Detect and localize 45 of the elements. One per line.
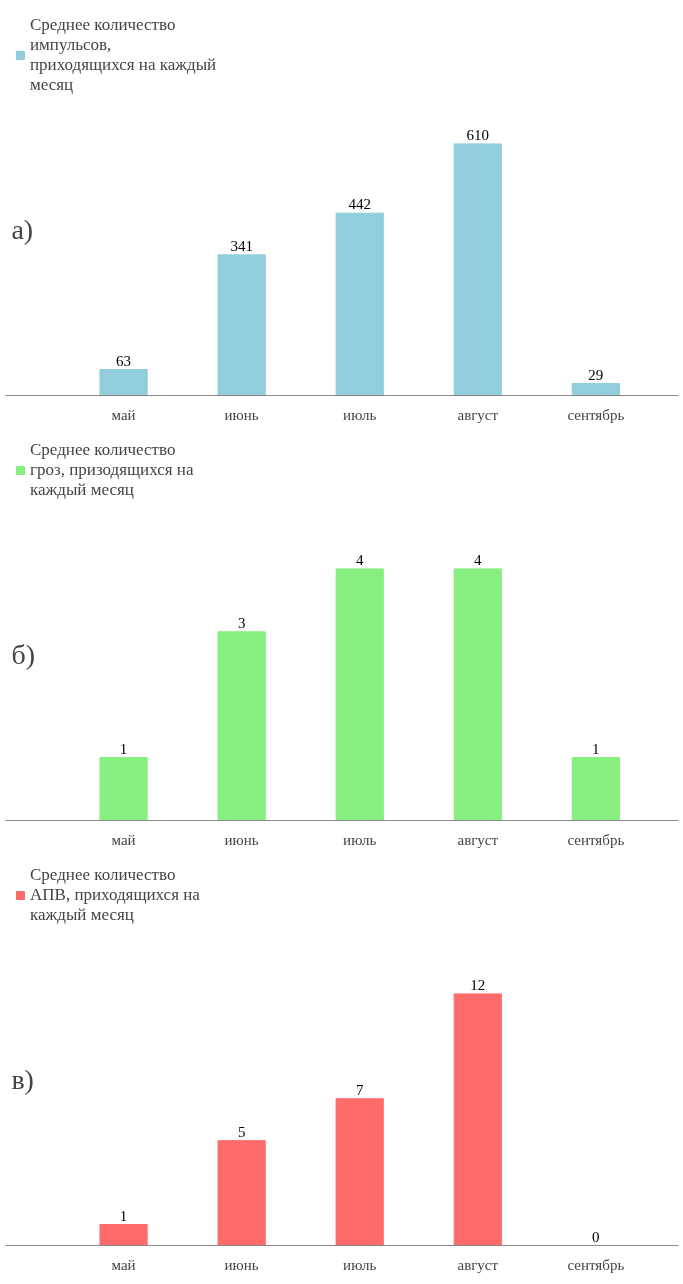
data-label: 341 <box>230 237 253 254</box>
data-label: 5 <box>237 1123 246 1140</box>
legend-label: Среднее количество гроз, призодящихся на каждый месяц <box>30 440 194 500</box>
data-label: 63 <box>116 352 132 369</box>
x-tick-label: август <box>457 1256 499 1273</box>
x-tick-label: май <box>111 406 136 423</box>
data-label: 29 <box>588 366 604 383</box>
x-tick-label: сентябрь <box>567 831 625 848</box>
data-label: 3 <box>237 614 246 631</box>
x-tick-label: июль <box>343 406 377 423</box>
x-tick-label: июнь <box>224 1256 259 1273</box>
x-tick-label: август <box>457 406 499 423</box>
data-label: 0 <box>592 1228 600 1245</box>
x-tick-label: июнь <box>224 831 259 848</box>
bar <box>99 1224 148 1246</box>
x-tick-label: июнь <box>224 406 259 423</box>
bar <box>217 1140 266 1246</box>
bar <box>335 212 384 396</box>
bar <box>217 254 266 396</box>
bar <box>453 143 502 396</box>
data-label: 610 <box>466 126 490 143</box>
data-label: 442 <box>348 196 371 213</box>
data-label: 1 <box>119 1207 128 1224</box>
legend-label: Среднее количество импульсов, приходящихся на каждый месяц <box>30 15 217 95</box>
data-label: 4 <box>355 551 364 568</box>
bar <box>335 1098 384 1246</box>
x-tick-label: июль <box>343 831 377 848</box>
bar <box>453 993 502 1246</box>
x-tick-label: май <box>111 1256 136 1273</box>
data-label: 1 <box>592 740 600 757</box>
legend-label: Среднее количество АПВ, приходящихся на каждый месяц <box>30 865 200 925</box>
bar <box>571 383 620 396</box>
annotation: в) <box>11 1063 34 1095</box>
data-label: 12 <box>470 976 486 993</box>
data-label: 4 <box>474 551 483 568</box>
x-tick-label: сентябрь <box>567 1256 625 1273</box>
x-tick-label: июль <box>343 1256 377 1273</box>
x-tick-label: сентябрь <box>567 406 625 423</box>
data-label: 1 <box>119 740 128 757</box>
annotation: а) <box>11 213 34 245</box>
x-tick-label: август <box>457 831 499 848</box>
annotation: б) <box>11 638 35 670</box>
data-label: 7 <box>355 1081 364 1098</box>
x-tick-label: май <box>111 831 136 848</box>
bar <box>99 369 148 396</box>
